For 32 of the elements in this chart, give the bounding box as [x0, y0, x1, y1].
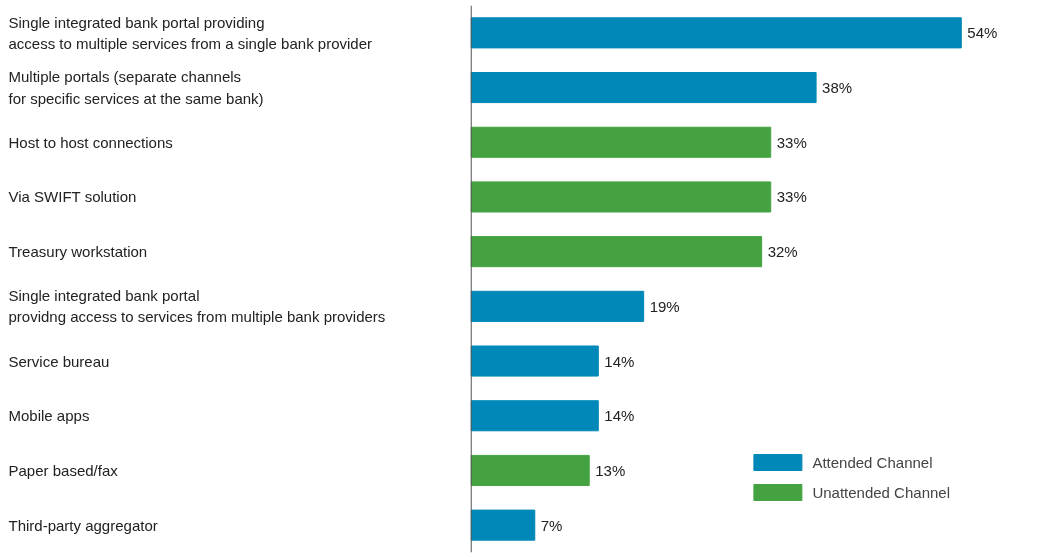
bar	[470, 236, 763, 268]
bar	[470, 72, 817, 104]
legend-label: Attended Channel	[812, 453, 933, 471]
bar	[470, 17, 962, 49]
data-label: 33%	[776, 188, 807, 206]
data-label: 14%	[604, 407, 635, 425]
data-label: 14%	[604, 352, 635, 370]
y-tick-label: Paper based/fax	[8, 461, 119, 479]
bar	[470, 345, 599, 377]
data-label: 33%	[776, 133, 807, 151]
y-tick-label: Single integrated bank portal providng access to services from multiple bank providers	[8, 287, 386, 326]
y-tick-label: Treasury workstation	[8, 243, 148, 261]
y-tick-label: Third-party aggregator	[8, 516, 158, 534]
bar	[470, 126, 772, 158]
bar	[470, 509, 536, 541]
bar	[470, 454, 590, 486]
data-label: 19%	[649, 297, 680, 315]
data-label: 32%	[767, 243, 798, 261]
data-label: 38%	[822, 79, 853, 97]
legend-label: Unattended Channel	[812, 483, 950, 501]
y-tick-label: Multiple portals (separate channels for specific services at the same bank)	[8, 68, 264, 107]
y-tick-label: Service bureau	[8, 352, 110, 370]
y-tick-label: Single integrated bank portal providing access to multiple services from a single bank provider	[8, 13, 372, 52]
y-tick-label: Host to host connections	[8, 133, 173, 151]
bar	[470, 181, 772, 213]
bar	[470, 290, 645, 322]
y-tick-label: Mobile apps	[8, 407, 90, 425]
data-label: 13%	[595, 461, 626, 479]
y-tick-label: Via SWIFT solution	[8, 188, 137, 206]
data-label: 54%	[967, 24, 998, 42]
bar	[470, 400, 599, 432]
data-label: 7%	[540, 516, 563, 534]
